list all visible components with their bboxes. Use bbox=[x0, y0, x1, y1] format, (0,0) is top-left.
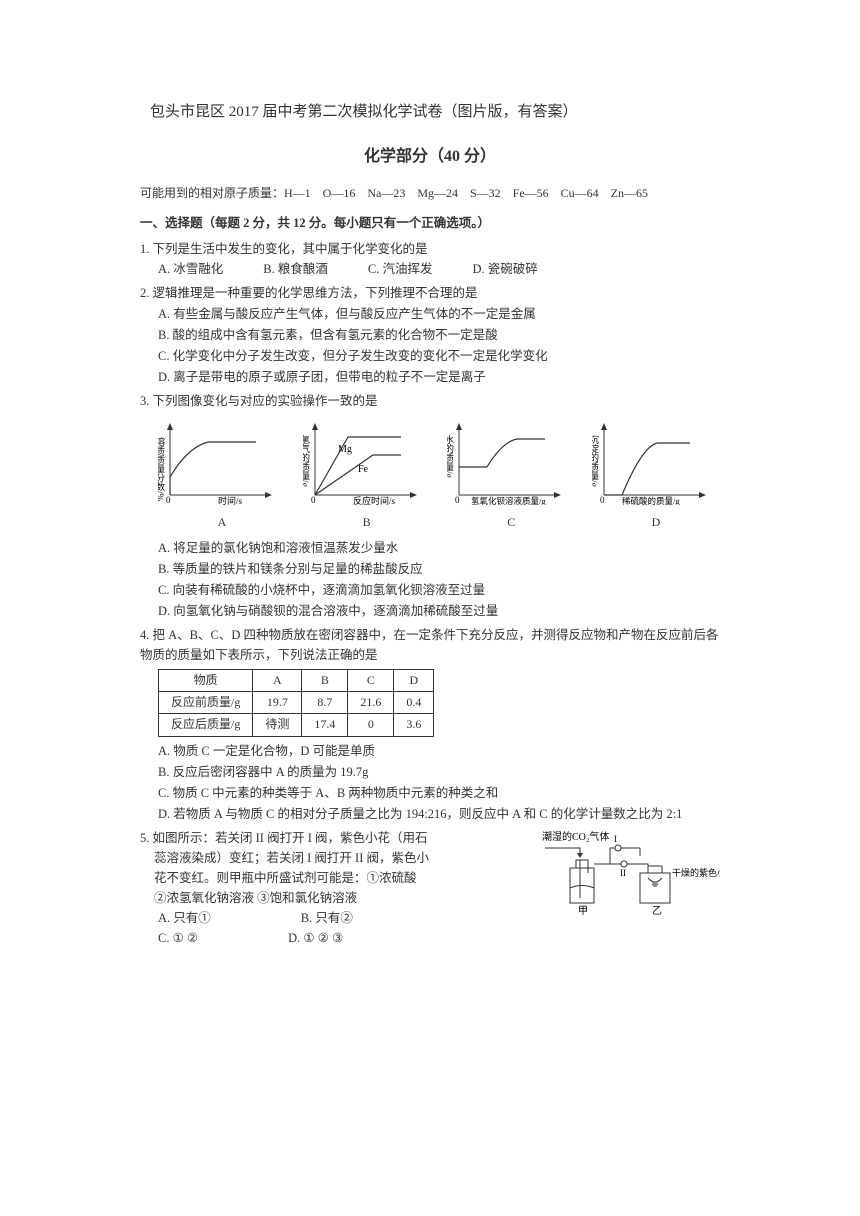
svg-text:II: II bbox=[620, 868, 626, 878]
q3-opt-b: B. 等质量的铁片和镁条分别与足量的稀盐酸反应 bbox=[140, 559, 720, 579]
q1-opt-b: B. 粮食酿酒 bbox=[263, 259, 328, 279]
question-4: 4. 把 A、B、C、D 四种物质放在密闭容器中，在一定条件下充分反应，并测得反… bbox=[140, 625, 720, 824]
q5-opt-a: A. 只有① bbox=[158, 908, 211, 928]
q4-table: 物质 A B C D 反应前质量/g 19.7 8.7 21.6 0.4 反应后… bbox=[158, 669, 434, 737]
q2-opt-d: D. 离子是带电的原子或原子团，但带电的粒子不一定是离子 bbox=[140, 367, 720, 387]
q1-opt-d: D. 瓷碗破碎 bbox=[472, 259, 537, 279]
question-5: 5. 如图所示：若关闭 II 阀打开 I 阀，紫色小花（用石 蕊溶液染成）变红；… bbox=[140, 828, 720, 948]
q4-h1: 物质 bbox=[159, 669, 253, 691]
chart-b-label: B bbox=[303, 513, 431, 532]
q4-opt-d: D. 若物质 A 与物质 C 的相对分子质量之比为 194:216，则反应中 A… bbox=[140, 804, 720, 824]
chart-b: Mg Fe 氢气的质量/g 0 反应时间/s B bbox=[303, 417, 431, 532]
q4-opt-a: A. 物质 C 一定是化合物，D 可能是单质 bbox=[140, 741, 720, 761]
chart-a-ylabel: 溶质质量分数/% bbox=[158, 436, 165, 502]
q5-stem-4: ②浓氢氧化钠溶液 ③饱和氯化钠溶液 bbox=[140, 888, 534, 908]
chart-a-label: A bbox=[158, 513, 286, 532]
q3-opt-c: C. 向装有稀硫酸的小烧杯中，逐滴滴加氢氧化钡溶液至过量 bbox=[140, 580, 720, 600]
atomic-masses: 可能用到的相对原子质量：H—1 O—16 Na—23 Mg—24 S—32 Fe… bbox=[140, 184, 720, 203]
q1-opt-c: C. 汽油挥发 bbox=[368, 259, 433, 279]
question-1: 1. 下列是生活中发生的变化，其中属于化学变化的是 A. 冰雪融化 B. 粮食酿… bbox=[140, 239, 720, 279]
svg-text:稀硫酸的质量/g: 稀硫酸的质量/g bbox=[622, 496, 680, 505]
svg-text:氢气的质量/g: 氢气的质量/g bbox=[303, 434, 310, 488]
svg-text:干燥的紫色小花: 干燥的紫色小花 bbox=[672, 867, 720, 878]
chart-a: 溶质质量分数/% 0 时间/s A bbox=[158, 417, 286, 532]
q1-stem: 1. 下列是生活中发生的变化，其中属于化学变化的是 bbox=[140, 239, 720, 259]
q1-opt-a: A. 冰雪融化 bbox=[158, 259, 223, 279]
svg-text:沉淀的质量/g: 沉淀的质量/g bbox=[592, 435, 599, 488]
q5-opt-b: B. 只有② bbox=[301, 908, 353, 928]
q4-h3: B bbox=[302, 669, 348, 691]
svg-text:潮湿的CO₂气体: 潮湿的CO₂气体 bbox=[542, 830, 609, 843]
chart-d-svg: 沉淀的质量/g 0 稀硫酸的质量/g bbox=[592, 417, 720, 505]
q4-stem: 4. 把 A、B、C、D 四种物质放在密闭容器中，在一定条件下充分反应，并测得反… bbox=[140, 625, 720, 665]
section-title: 化学部分（40 分） bbox=[140, 144, 720, 170]
question-2: 2. 逻辑推理是一种重要的化学思维方法，下列推理不合理的是 A. 有些金属与酸反… bbox=[140, 283, 720, 387]
svg-text:反应时间/s: 反应时间/s bbox=[353, 495, 396, 505]
q3-stem: 3. 下列图像变化与对应的实验操作一致的是 bbox=[140, 391, 720, 411]
q4-h4: C bbox=[348, 669, 394, 691]
svg-text:甲: 甲 bbox=[578, 906, 588, 917]
svg-text:0: 0 bbox=[455, 495, 460, 505]
q4-h5: D bbox=[394, 669, 434, 691]
chart-d: 沉淀的质量/g 0 稀硫酸的质量/g D bbox=[592, 417, 720, 532]
q5-figure: 潮湿的CO₂气体 甲 I II bbox=[540, 828, 720, 948]
part1-header: 一、选择题（每题 2 分，共 12 分。每小题只有一个正确选项。） bbox=[140, 213, 720, 233]
q5-stem-2: 蕊溶液染成）变红；若关闭 I 阀打开 II 阀，紫色小 bbox=[140, 848, 534, 868]
chart-c-svg: 水的质量/g 0 氢氧化钡溶液质量/g bbox=[447, 417, 575, 505]
document-title: 包头市昆区 2017 届中考第二次模拟化学试卷（图片版，有答案） bbox=[150, 100, 720, 124]
q5-opt-c: C. ① ② bbox=[158, 928, 198, 948]
svg-text:0: 0 bbox=[166, 495, 171, 505]
q3-charts: 溶质质量分数/% 0 时间/s A Mg Fe 氢气的质量/g 0 反应时间/s… bbox=[158, 417, 720, 532]
table-row: 反应前质量/g 19.7 8.7 21.6 0.4 bbox=[159, 692, 434, 714]
chart-c-label: C bbox=[447, 513, 575, 532]
q5-stem-1: 5. 如图所示：若关闭 II 阀打开 I 阀，紫色小花（用石 bbox=[140, 828, 534, 848]
chart-b-svg: Mg Fe 氢气的质量/g 0 反应时间/s bbox=[303, 417, 431, 505]
chart-a-svg: 溶质质量分数/% 0 时间/s bbox=[158, 417, 286, 505]
svg-text:I: I bbox=[614, 834, 617, 844]
q4-h2: A bbox=[253, 669, 302, 691]
svg-text:Mg: Mg bbox=[338, 444, 352, 455]
svg-text:0: 0 bbox=[600, 495, 605, 505]
svg-text:Fe: Fe bbox=[358, 464, 369, 475]
table-row: 物质 A B C D bbox=[159, 669, 434, 691]
q5-stem-3: 花不变红。则甲瓶中所盛试剂可能是：①浓硫酸 bbox=[140, 868, 534, 888]
question-3: 3. 下列图像变化与对应的实验操作一致的是 溶质质量分数/% 0 时间/s A bbox=[140, 391, 720, 621]
q2-stem: 2. 逻辑推理是一种重要的化学思维方法，下列推理不合理的是 bbox=[140, 283, 720, 303]
q4-opt-c: C. 物质 C 中元素的种类等于 A、B 两种物质中元素的种类之和 bbox=[140, 783, 720, 803]
q2-opt-b: B. 酸的组成中含有氢元素，但含有氢元素的化合物不一定是酸 bbox=[140, 325, 720, 345]
q4-opt-b: B. 反应后密闭容器中 A 的质量为 19.7g bbox=[140, 762, 720, 782]
q2-opt-c: C. 化学变化中分子发生改变，但分子发生改变的变化不一定是化学变化 bbox=[140, 346, 720, 366]
q2-opt-a: A. 有些金属与酸反应产生气体，但与酸反应产生气体的不一定是金属 bbox=[140, 304, 720, 324]
svg-text:氢氧化钡溶液质量/g: 氢氧化钡溶液质量/g bbox=[471, 496, 546, 505]
table-row: 反应后质量/g 待测 17.4 0 3.6 bbox=[159, 714, 434, 736]
q3-opt-d: D. 向氢氧化钠与硝酸钡的混合溶液中，逐滴滴加稀硫酸至过量 bbox=[140, 601, 720, 621]
svg-text:0: 0 bbox=[311, 495, 316, 505]
chart-d-label: D bbox=[592, 513, 720, 532]
q3-opt-a: A. 将足量的氯化钠饱和溶液恒温蒸发少量水 bbox=[140, 538, 720, 558]
svg-text:时间/s: 时间/s bbox=[218, 495, 243, 505]
apparatus-svg: 潮湿的CO₂气体 甲 I II bbox=[540, 828, 720, 928]
svg-text:水的质量/g: 水的质量/g bbox=[447, 434, 454, 479]
chart-c: 水的质量/g 0 氢氧化钡溶液质量/g C bbox=[447, 417, 575, 532]
q5-opt-d: D. ① ② ③ bbox=[288, 928, 343, 948]
svg-text:乙: 乙 bbox=[652, 905, 662, 917]
